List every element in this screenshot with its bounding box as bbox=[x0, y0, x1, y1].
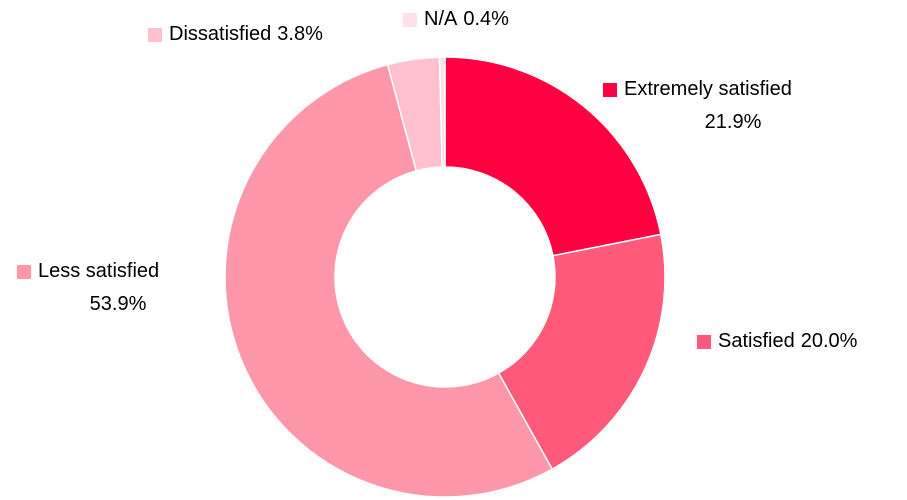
value-label: 21.9% bbox=[705, 111, 762, 133]
value-label: 20.0% bbox=[801, 330, 858, 352]
category-name: Extremely satisfied bbox=[624, 78, 792, 100]
donut-segment bbox=[438, 56, 446, 168]
category-name: Satisfied bbox=[718, 330, 795, 352]
legend-swatch bbox=[603, 83, 617, 97]
data-label: Less satisfied 53.9% bbox=[38, 260, 159, 315]
category-name: N/A bbox=[424, 8, 458, 30]
donut-segment bbox=[497, 233, 666, 471]
legend-swatch bbox=[148, 28, 162, 42]
category-name: Less satisfied bbox=[38, 260, 159, 282]
legend-swatch bbox=[17, 265, 31, 279]
data-label: N/A 0.4% bbox=[424, 8, 509, 30]
donut-segment bbox=[224, 63, 554, 498]
data-label: Satisfied 20.0% bbox=[718, 330, 858, 352]
value-label: 3.8% bbox=[277, 23, 323, 45]
donut-segment bbox=[444, 56, 662, 257]
legend-swatch bbox=[697, 335, 711, 349]
data-label: Dissatisfied 3.8% bbox=[169, 23, 323, 45]
value-label: 53.9% bbox=[90, 293, 147, 315]
category-name: Dissatisfied bbox=[169, 23, 271, 45]
data-label: Extremely satisfied 21.9% bbox=[624, 78, 792, 133]
legend-swatch bbox=[403, 13, 417, 27]
value-label: 0.4% bbox=[463, 8, 509, 30]
